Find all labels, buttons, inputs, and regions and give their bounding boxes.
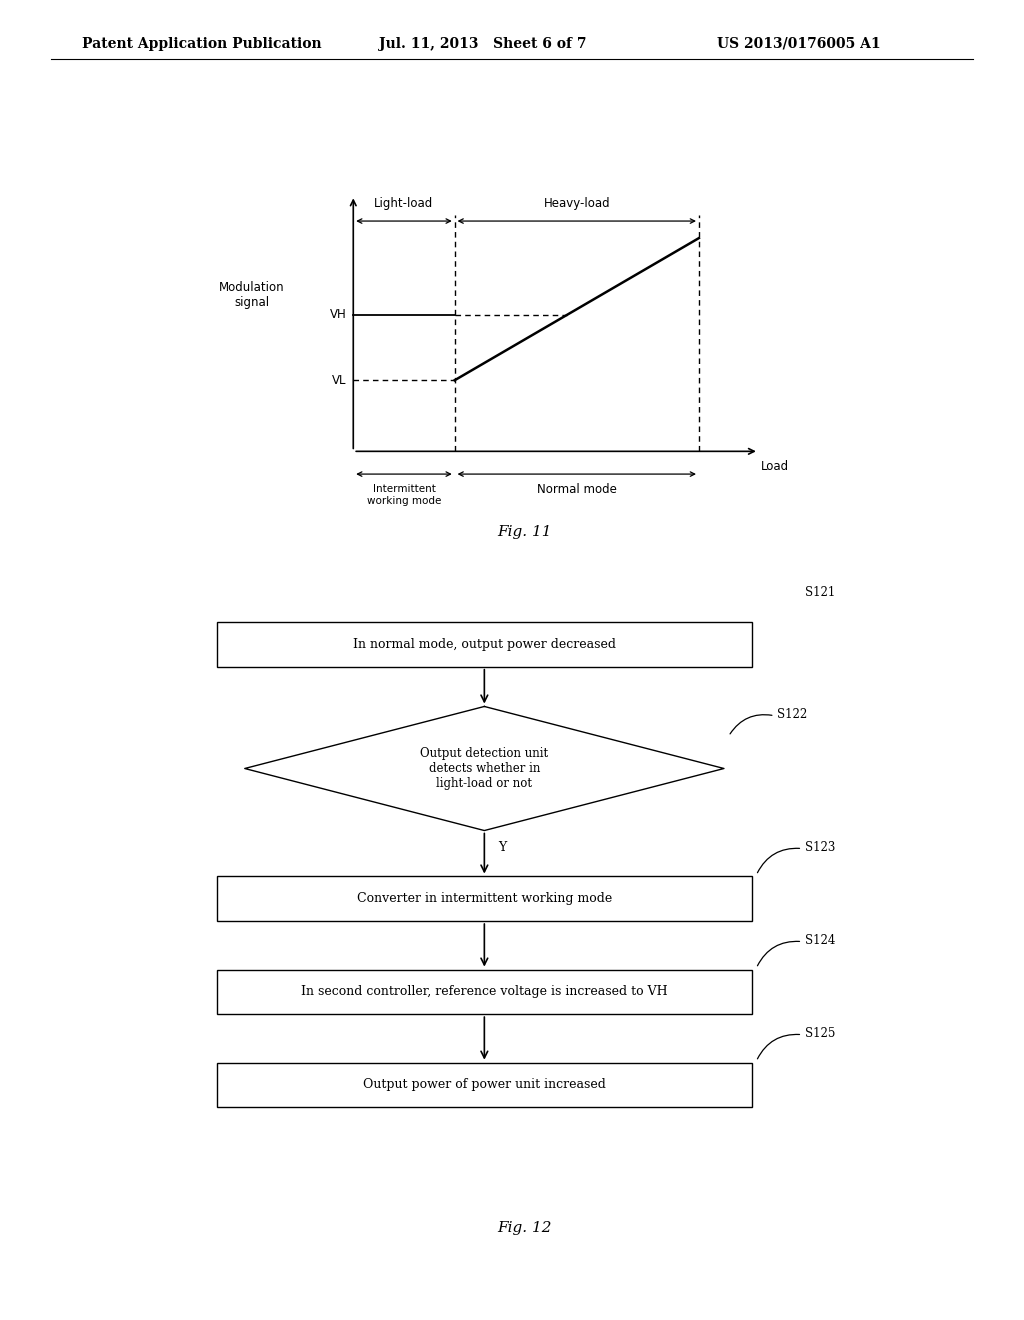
Text: S121: S121 — [805, 586, 836, 599]
Text: VL: VL — [332, 374, 346, 387]
Text: S123: S123 — [805, 841, 836, 854]
Text: Output detection unit
detects whether in
light-load or not: Output detection unit detects whether in… — [420, 747, 549, 789]
Text: Y: Y — [499, 841, 507, 854]
Text: US 2013/0176005 A1: US 2013/0176005 A1 — [717, 37, 881, 51]
Text: Load: Load — [761, 459, 790, 473]
Text: Patent Application Publication: Patent Application Publication — [82, 37, 322, 51]
Text: S122: S122 — [777, 708, 808, 721]
FancyBboxPatch shape — [217, 622, 752, 667]
FancyBboxPatch shape — [217, 969, 752, 1014]
Text: Light-load: Light-load — [375, 197, 433, 210]
FancyBboxPatch shape — [217, 1063, 752, 1107]
Text: S125: S125 — [805, 1027, 836, 1040]
Text: Heavy-load: Heavy-load — [544, 197, 610, 210]
FancyBboxPatch shape — [217, 876, 752, 921]
Text: In normal mode, output power decreased: In normal mode, output power decreased — [353, 638, 615, 651]
Text: In second controller, reference voltage is increased to VH: In second controller, reference voltage … — [301, 985, 668, 998]
Text: Fig. 11: Fig. 11 — [497, 525, 552, 540]
Text: Modulation
signal: Modulation signal — [219, 281, 285, 309]
Text: Intermittent
working mode: Intermittent working mode — [367, 484, 441, 506]
Text: VH: VH — [330, 309, 346, 321]
Text: Output power of power unit increased: Output power of power unit increased — [362, 1078, 606, 1092]
Text: Jul. 11, 2013   Sheet 6 of 7: Jul. 11, 2013 Sheet 6 of 7 — [379, 37, 587, 51]
Text: Converter in intermittent working mode: Converter in intermittent working mode — [356, 892, 612, 906]
Text: Fig. 12: Fig. 12 — [497, 1221, 552, 1236]
Polygon shape — [245, 706, 724, 830]
Text: S124: S124 — [805, 933, 836, 946]
Text: Normal mode: Normal mode — [537, 483, 616, 495]
